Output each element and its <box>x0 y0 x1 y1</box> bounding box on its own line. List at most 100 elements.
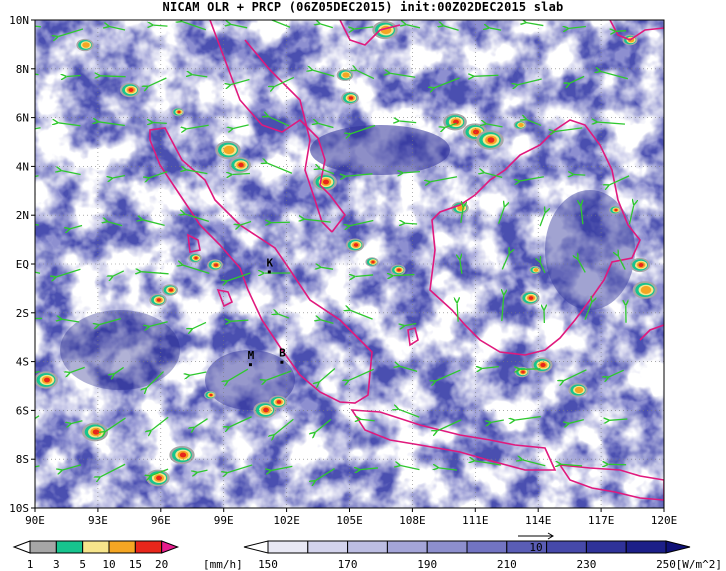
wind-vector <box>185 214 210 223</box>
longitude-axis: 90E 93E 96E 99E 102E 105E 108E 111E 114E 117E 120E <box>25 514 677 527</box>
precip-cell <box>518 122 524 128</box>
wind-vector <box>315 418 332 432</box>
wind-vector <box>321 267 334 269</box>
wind-vector <box>474 75 499 76</box>
olr-colorbar-swatch <box>546 540 587 554</box>
wind-vector <box>491 419 505 422</box>
wind-vector <box>486 124 503 128</box>
wind-vector <box>35 465 40 468</box>
lon-tick-label: 114E <box>525 514 552 527</box>
wind-vector <box>318 123 334 129</box>
wind-vector <box>151 416 169 430</box>
axis-ticks <box>31 19 665 512</box>
precip-colorbar-swatch <box>29 540 57 554</box>
vector-key-label: 10 <box>529 541 542 554</box>
wind-vector <box>400 366 418 373</box>
coast-island-small-2 <box>216 288 234 308</box>
wind-vector <box>434 77 460 88</box>
wind-vector <box>232 173 251 174</box>
precip-cell <box>487 137 495 143</box>
olr-colorbar-swatch <box>466 540 508 554</box>
lon-tick-label: 111E <box>462 514 489 527</box>
wind-vector <box>228 464 253 473</box>
wind-vector <box>354 27 374 29</box>
olr-colorbar-high-arrow <box>665 540 691 554</box>
precip-cell <box>348 96 354 100</box>
lat-tick-label: 2N <box>16 209 29 222</box>
wind-vector <box>271 465 293 470</box>
wind-vector <box>58 123 81 127</box>
wind-vector <box>618 256 626 270</box>
precip-cell <box>209 393 213 397</box>
wind-vector <box>320 24 334 29</box>
precip-colorbar-label: 5 <box>79 558 86 571</box>
precip-cell <box>640 286 652 294</box>
precip-cell <box>371 260 375 264</box>
wind-vector <box>497 207 505 224</box>
wind-vector <box>520 369 541 370</box>
precip-cell <box>521 370 525 374</box>
precip-cell <box>223 145 235 155</box>
lon-tick-label: 120E <box>651 514 678 527</box>
wind-vector <box>518 78 542 85</box>
wind-vector <box>100 76 126 77</box>
wind-vector <box>190 371 207 375</box>
wind-vector <box>114 366 124 373</box>
wind-vector <box>444 26 459 31</box>
precip-colorbar-swatch <box>108 540 136 554</box>
wind-vector <box>405 322 417 326</box>
wind-vector <box>515 415 541 421</box>
olr-colorbar-swatch <box>386 540 428 554</box>
coastlines <box>149 20 664 501</box>
wind-vector <box>399 409 420 418</box>
coast-sulawesi <box>639 324 664 341</box>
olr-colorbar-swatch <box>585 540 627 554</box>
wind-vector <box>35 73 39 76</box>
wind-vector <box>231 320 249 321</box>
wind-vector <box>150 321 168 327</box>
wind-vector <box>105 417 126 431</box>
wind-vector <box>70 366 85 372</box>
wind-vector <box>109 27 126 31</box>
wind-vector <box>99 122 125 127</box>
wind-vector <box>198 469 208 472</box>
wind-vector <box>460 207 463 223</box>
wind-vector <box>445 122 457 127</box>
wind-vector <box>399 121 417 123</box>
wind-vector <box>350 310 373 320</box>
precip-cell <box>574 386 584 394</box>
wind-vector <box>523 460 546 467</box>
wind-vector <box>182 21 207 31</box>
olr-unit-label: [W/m^2] <box>676 558 722 571</box>
precip-colorbar-label: 10 <box>102 558 115 571</box>
coast-java <box>350 409 557 471</box>
precip-colorbar-swatch <box>134 540 163 554</box>
olr-colorbar-label: 150 <box>258 558 278 571</box>
wind-vector <box>555 127 583 132</box>
precip-cell <box>353 243 359 247</box>
precip-cell <box>44 377 50 383</box>
coast-island-small-3 <box>187 233 201 253</box>
wind-vector <box>192 75 208 78</box>
place-marker <box>248 363 252 367</box>
wind-vector <box>278 314 290 319</box>
precip-colorbar: 1 3 5 10 15 20 [mm/h] <box>12 540 243 571</box>
wind-vector <box>346 173 373 176</box>
precip-cell <box>528 296 534 300</box>
wind-vector <box>274 76 295 86</box>
lat-tick-label: 10N <box>9 14 29 27</box>
wind-vector <box>457 303 458 322</box>
wind-vector <box>436 369 461 381</box>
lat-tick-label: 4N <box>16 160 29 173</box>
precip-cell <box>194 256 198 260</box>
precip-unit-label: [mm/h] <box>203 558 243 571</box>
precip-cell <box>168 288 174 292</box>
wind-vector <box>141 272 169 274</box>
wind-vector <box>475 461 501 466</box>
lat-tick-label: 4S <box>16 356 29 369</box>
wind-vector <box>405 223 418 224</box>
wind-vector <box>561 464 583 466</box>
wind-vector <box>564 369 587 381</box>
wind-vector <box>267 163 293 174</box>
wind-vector <box>439 468 458 470</box>
